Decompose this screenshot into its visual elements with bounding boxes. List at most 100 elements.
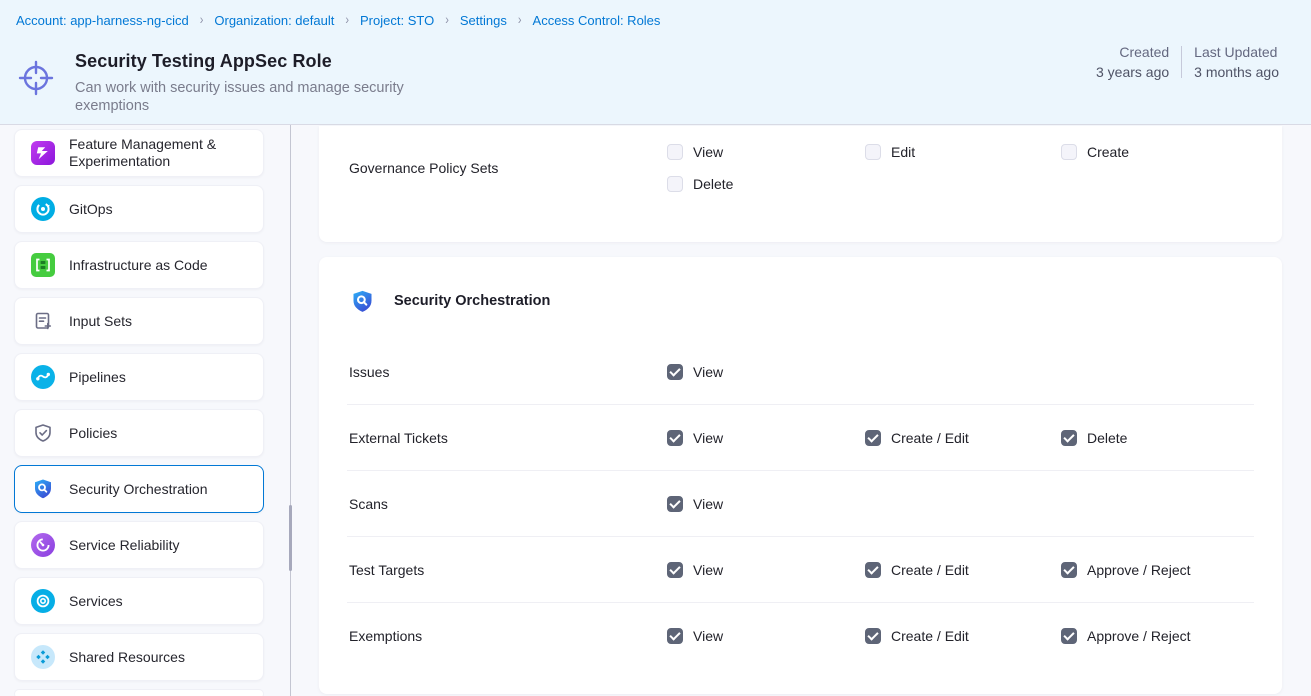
permission-label: Create <box>1087 144 1130 160</box>
gitops-icon <box>31 197 55 221</box>
input-sets-icon <box>31 309 55 333</box>
checked-checkbox[interactable] <box>865 627 881 644</box>
permission-row-exemptions: Exemptions View Create / Edit Approve / … <box>347 603 1254 668</box>
permission-row-scans: Scans View <box>347 471 1254 537</box>
sidebar-item-services[interactable]: Services <box>14 577 264 625</box>
sidebar-item-feature-management-experimentation[interactable]: Feature Management & Experimentation <box>14 129 264 177</box>
permission-label: Delete <box>1087 429 1128 446</box>
permission-create-edit: Create / Edit <box>865 627 1061 644</box>
sidebar-item-policies[interactable]: Policies <box>14 409 264 457</box>
permission-row-issues: Issues View <box>347 339 1254 405</box>
sidebar-item-pipelines[interactable]: Pipelines <box>14 353 264 401</box>
sidebar-item-security-orchestration[interactable]: Security Orchestration <box>14 465 264 513</box>
unchecked-checkbox[interactable] <box>667 144 683 160</box>
checked-checkbox[interactable] <box>667 495 683 512</box>
resource-name: Scans <box>349 495 388 512</box>
permission-view: View <box>667 495 865 512</box>
resource-name: Governance Policy Sets <box>349 160 499 176</box>
permission-view: View <box>667 561 865 578</box>
permission-label: View <box>693 627 724 644</box>
last-updated-value: 3 months ago <box>1194 64 1279 80</box>
breadcrumb: Account: app-harness-ng-cicd › Organizatio… <box>16 13 660 28</box>
breadcrumb-separator-icon: › <box>345 12 350 28</box>
permission-row-external-tickets: External Tickets View Create / Edit Dele… <box>347 405 1254 471</box>
breadcrumb-item-project-sto[interactable]: Project: STO <box>360 12 435 28</box>
breadcrumb-item-account-app-harness-ng-cicd[interactable]: Account: app-harness-ng-cicd <box>16 12 189 28</box>
services-icon <box>31 589 55 613</box>
sidebar-item-partial[interactable] <box>14 689 264 696</box>
sidebar-item-service-reliability[interactable]: Service Reliability <box>14 521 264 569</box>
permission-approve-reject: Approve / Reject <box>1061 627 1254 644</box>
checked-checkbox[interactable] <box>667 363 683 380</box>
resource-name: Test Targets <box>349 561 425 578</box>
sidebar-scrollbar-track[interactable] <box>290 125 291 696</box>
policies-icon <box>31 421 55 445</box>
section-title: Security Orchestration <box>394 293 551 309</box>
permission-label: View <box>693 561 724 578</box>
checked-checkbox[interactable] <box>667 627 683 644</box>
breadcrumb-bar: Account: app-harness-ng-cicd › Organizatio… <box>0 0 1311 40</box>
checked-checkbox[interactable] <box>1061 429 1077 446</box>
permissions-panel: Governance Policy Sets View Edit Create … <box>291 125 1311 696</box>
resource-name: External Tickets <box>349 429 448 446</box>
breadcrumb-separator-icon: › <box>445 12 449 28</box>
created-label: Created <box>1119 44 1170 60</box>
permission-view: View <box>667 627 865 644</box>
checked-checkbox[interactable] <box>667 561 683 578</box>
security-orchestration-icon <box>349 288 376 315</box>
unchecked-checkbox[interactable] <box>1061 144 1077 160</box>
permission-create: Create <box>1061 144 1254 160</box>
sidebar-item-input-sets[interactable]: Input Sets <box>14 297 264 345</box>
governance-policy-sets-card: Governance Policy Sets View Edit Create … <box>319 126 1282 242</box>
service-reliability-icon <box>31 533 55 557</box>
permission-create-edit: Create / Edit <box>865 429 1061 446</box>
role-crosshair-icon <box>16 58 56 98</box>
unchecked-checkbox[interactable] <box>865 144 881 160</box>
feature-flags-icon <box>31 141 55 165</box>
sidebar-item-gitops[interactable]: GitOps <box>14 185 264 233</box>
role-description: Can work with security issues and manage… <box>75 80 404 114</box>
permission-label: Delete <box>693 176 734 192</box>
permission-label: View <box>693 495 724 512</box>
permission-label: Create / Edit <box>891 561 969 578</box>
security-orchestration-card: Security Orchestration Issues View Exter… <box>319 257 1282 694</box>
meta-divider <box>1181 46 1183 78</box>
permission-delete: Delete <box>667 176 865 192</box>
permission-approve-reject: Approve / Reject <box>1061 561 1254 578</box>
resource-sidebar: Feature Management & Experimentation Git… <box>0 125 292 696</box>
breadcrumb-separator-icon: › <box>517 12 522 28</box>
created-value: 3 years ago <box>1095 64 1170 80</box>
page-title: Security Testing AppSec Role <box>75 51 332 71</box>
permission-view: View <box>667 363 865 380</box>
sidebar-scrollbar-thumb[interactable] <box>289 505 292 571</box>
checked-checkbox[interactable] <box>1061 561 1077 578</box>
checked-checkbox[interactable] <box>667 429 683 446</box>
resource-name: Exemptions <box>349 627 423 644</box>
permission-label: View <box>693 429 724 446</box>
permission-label: View <box>693 144 724 160</box>
shared-resources-icon <box>31 645 55 669</box>
page-header: Security Testing AppSec Role Can work wi… <box>0 40 1311 125</box>
permission-row-test-targets: Test Targets View Create / Edit Approve … <box>347 537 1254 603</box>
pipelines-icon <box>31 365 55 389</box>
infrastructure-as-code-icon <box>31 253 55 277</box>
permission-label: Approve / Reject <box>1087 627 1191 644</box>
permission-delete: Delete <box>1061 429 1254 446</box>
permission-label: Approve / Reject <box>1087 561 1191 578</box>
breadcrumb-item-settings[interactable]: Settings <box>459 12 507 28</box>
permission-create-edit: Create / Edit <box>865 561 1061 578</box>
permission-edit: Edit <box>865 144 1061 160</box>
checked-checkbox[interactable] <box>1061 627 1077 644</box>
breadcrumb-item-access-control-roles[interactable]: Access Control: Roles <box>532 12 661 28</box>
permission-label: Edit <box>891 144 916 160</box>
permission-view: View <box>667 429 865 446</box>
permission-view: View <box>667 144 865 160</box>
checked-checkbox[interactable] <box>865 561 881 578</box>
unchecked-checkbox[interactable] <box>667 176 683 192</box>
checked-checkbox[interactable] <box>865 429 881 446</box>
sidebar-item-infrastructure-as-code[interactable]: Infrastructure as Code <box>14 241 264 289</box>
breadcrumb-separator-icon: › <box>199 12 204 28</box>
sidebar-item-shared-resources[interactable]: Shared Resources <box>14 633 264 681</box>
breadcrumb-item-organization-default[interactable]: Organization: default <box>214 12 335 28</box>
resource-name: Issues <box>349 363 390 380</box>
